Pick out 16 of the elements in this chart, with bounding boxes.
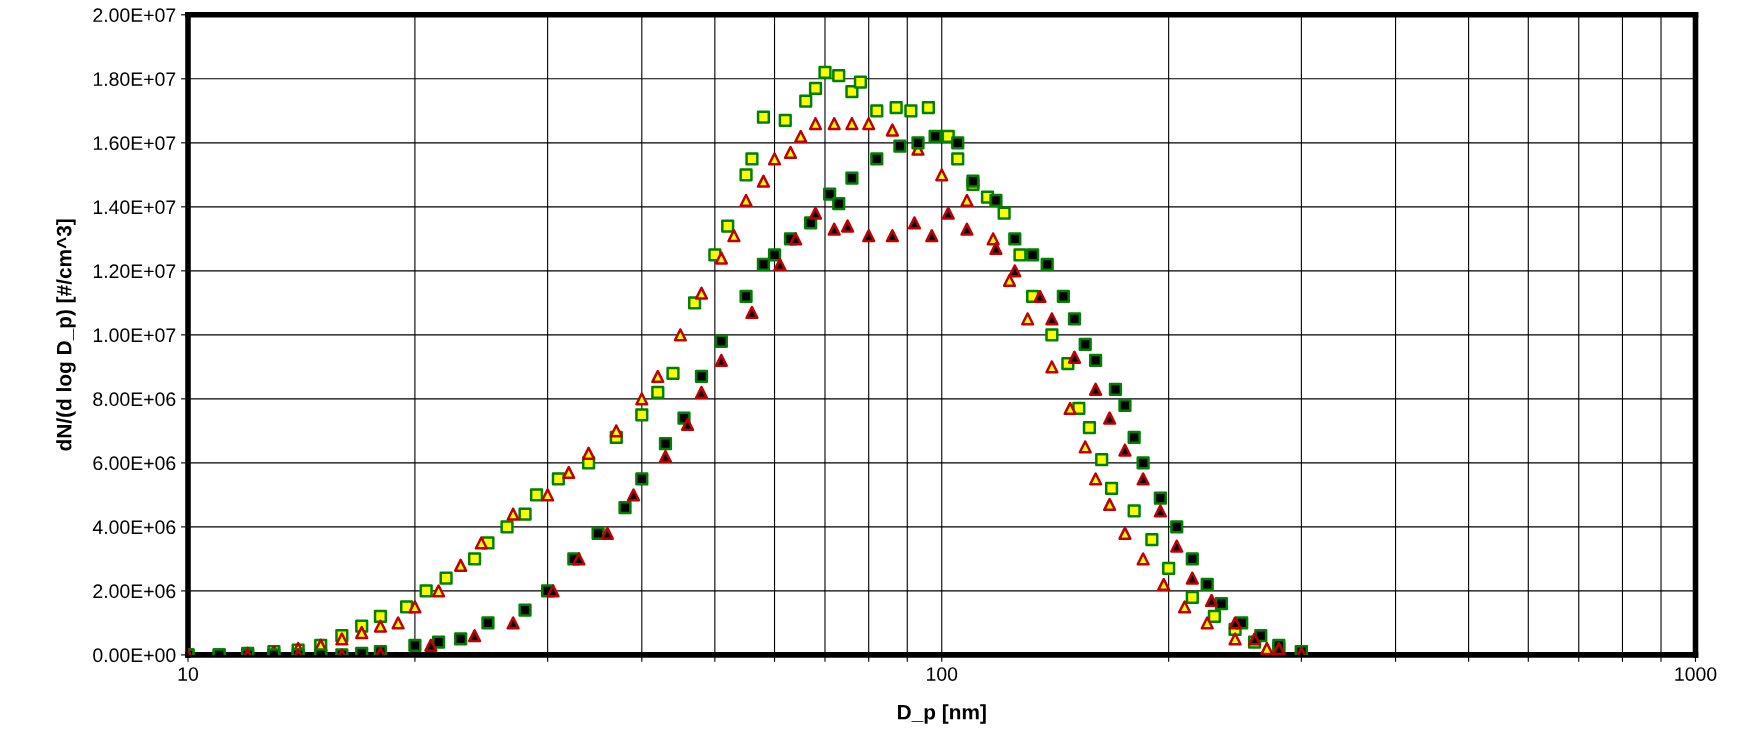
y-tick-label: 0.00E+00 — [93, 648, 176, 663]
y-tick-label: 1.60E+07 — [93, 136, 176, 151]
x-tick-label: 10 — [178, 667, 199, 681]
y-tick-label: 2.00E+06 — [93, 584, 176, 599]
x-tick-label: 1000 — [1675, 667, 1717, 681]
y-tick-label: 8.00E+06 — [93, 392, 176, 407]
y-tick-label: 6.00E+06 — [93, 456, 176, 471]
y-tick-label: 1.20E+07 — [93, 264, 176, 279]
x-axis-title: D_p [nm] — [898, 704, 986, 724]
y-axis-title: dN/(d log D_p) [#/cm^3] — [56, 219, 76, 451]
x-tick-label: 100 — [927, 667, 958, 681]
y-tick-label: 1.40E+07 — [93, 200, 176, 215]
y-tick-label: 2.00E+07 — [93, 8, 176, 23]
y-tick-label: 1.80E+07 — [93, 72, 176, 87]
y-tick-label: 4.00E+06 — [92, 520, 176, 535]
y-tick-label: 1.00E+07 — [93, 328, 176, 343]
